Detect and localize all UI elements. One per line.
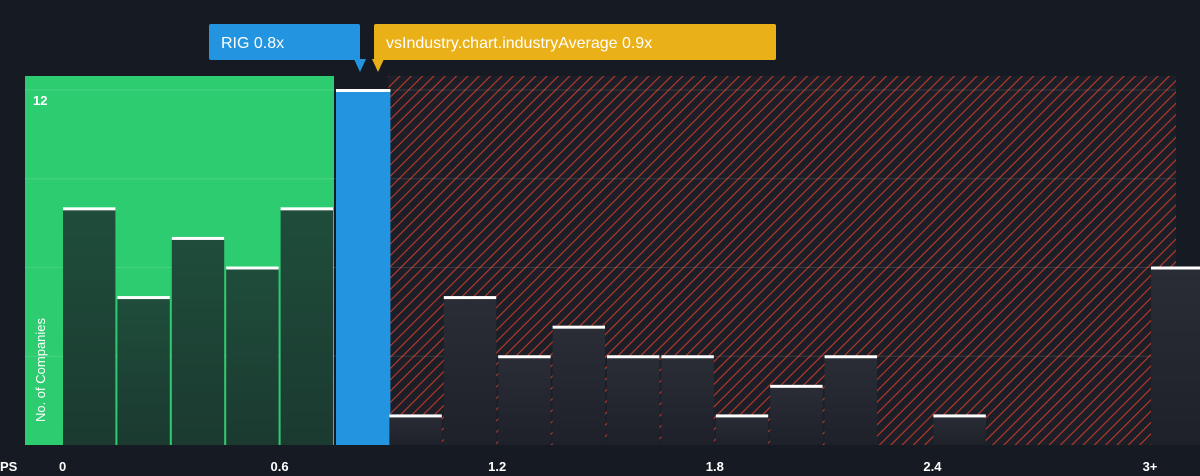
bar-top-13 [770,384,823,388]
bars [63,89,1200,445]
bar-top-3 [226,266,279,270]
company-badge-label: RIG 0.8x [221,35,284,52]
bar-0 [63,208,116,445]
bar-top-11 [661,355,714,359]
industry-badge: vsIndustry.chart.industryAverage 0.9x [372,24,776,72]
bar-12 [715,415,769,445]
bar-3 [226,267,279,445]
x-tick-2: 1.2 [488,459,506,474]
bar-top-1 [117,296,170,300]
x-tick-1: 0.6 [271,459,289,474]
x-tick-3: 1.8 [706,459,724,474]
bar-9 [552,326,605,445]
bar-top-9 [552,325,605,329]
bar-top-0 [63,207,116,211]
bar-11 [661,356,714,445]
y-tick-0: 12 [33,93,47,108]
bar-1 [117,297,170,445]
bar-top-20 [1151,266,1200,270]
axes: 0 0.6 1.2 1.8 2.4 3+ 12 [33,93,1158,474]
bar-top-7 [443,296,497,300]
bar-top-6 [389,414,442,418]
bar-2 [171,237,225,445]
x-tick-4: 2.4 [923,459,942,474]
bar-top-10 [607,355,660,359]
bar-6 [389,415,442,445]
bar-14 [824,356,877,445]
bar-8 [498,356,551,445]
bar-top-4 [280,207,333,211]
bar-13 [770,385,823,445]
y-axis-label: No. of Companies [33,317,48,422]
x-tick-5: 3+ [1143,459,1158,474]
bar-top-12 [715,414,769,418]
company-badge: RIG 0.8x [209,24,366,72]
bar-top-2 [171,236,225,240]
bar-4 [280,208,333,445]
bar-16 [933,415,986,445]
x-tick-0: 0 [59,459,66,474]
industry-badge-label: vsIndustry.chart.industryAverage 0.9x [386,35,652,52]
bar-top-16 [933,414,986,418]
x-axis-label: PS [0,459,18,474]
bar-7 [443,297,497,445]
bar-10 [607,356,660,445]
bar-top-company [336,89,391,92]
bar-20 [1151,267,1200,445]
bar-company [336,90,391,445]
bar-top-14 [824,355,877,359]
bar-top-8 [498,355,551,359]
